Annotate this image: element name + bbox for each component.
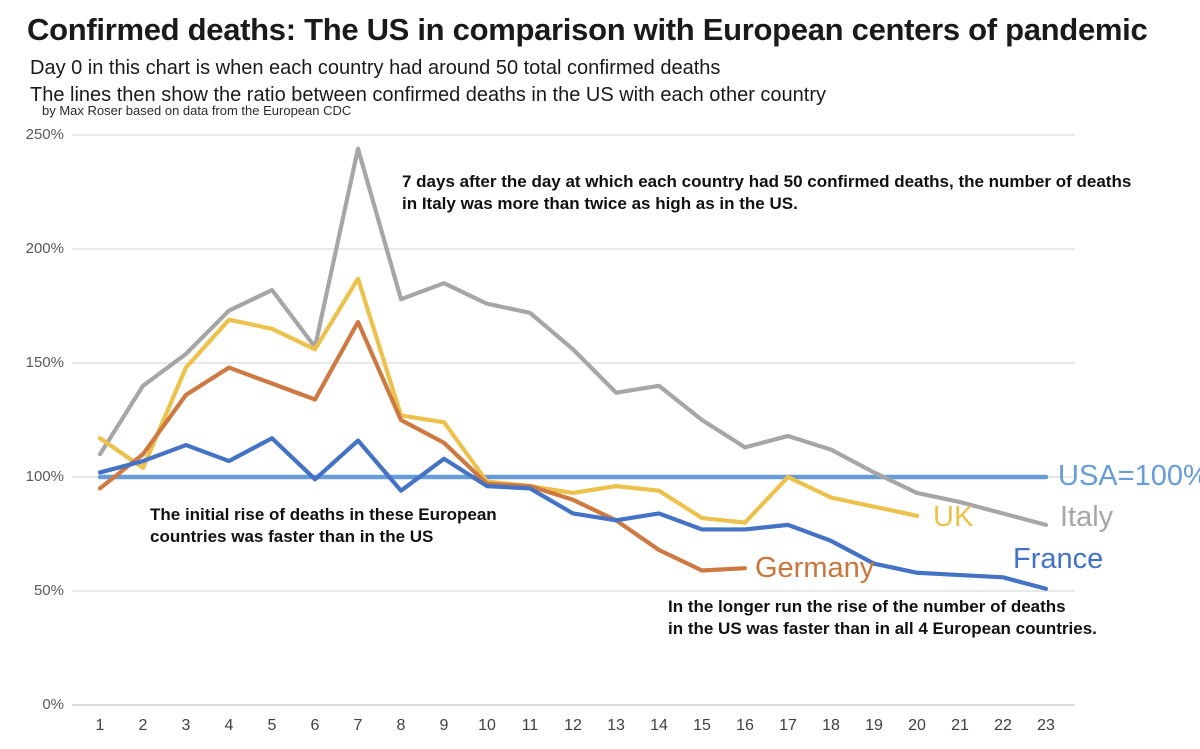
chart-byline: by Max Roser based on data from the Euro… [42,103,352,118]
chart-subtitle-1: Day 0 in this chart is when each country… [30,57,721,79]
annotation-line: In the longer run the rise of the number… [668,597,1066,616]
x-axis-tick-label: 21 [951,717,969,734]
x-axis-tick-label: 6 [310,717,320,734]
x-axis-tick-label: 2 [138,717,148,734]
y-axis-tick-label: 250% [25,126,64,143]
y-axis-tick-label: 50% [33,582,64,599]
page-title: Confirmed deaths: The US in comparison w… [27,12,1148,47]
x-axis-tick-label: 4 [224,717,234,734]
series-line-france [97,436,1049,591]
annotation-line: countries was faster than in the US [150,526,434,546]
x-axis-tick-label: 16 [736,717,754,734]
annotation-italy-peak: 7 days after the day at which each count… [402,171,1131,215]
series-line-germany [97,319,748,573]
x-axis-tick-label: 13 [607,717,625,734]
series-line-italy [97,146,1049,527]
chart-subtitle-2: The lines then show the ratio between co… [30,84,827,106]
x-axis-tick-label: 22 [994,717,1012,734]
series-label-uk: UK [933,501,974,533]
x-axis-tick-label: 19 [865,717,883,734]
x-axis-tick-label: 7 [353,717,363,734]
x-axis-tick-label: 8 [396,717,406,734]
series-label-france: France [1013,543,1104,575]
annotation-longer-run: In the longer run the rise of the number… [668,596,1097,640]
annotation-line: in Italy was more than twice as high as … [402,193,798,213]
y-axis-tick-label: 200% [25,240,64,257]
x-axis-tick-label: 18 [822,717,840,734]
x-axis-tick-label: 10 [478,717,496,734]
x-axis-tick-label: 9 [439,717,449,734]
x-axis-tick-label: 12 [564,717,582,734]
y-axis-tick-label: 0% [42,696,64,713]
x-axis-tick-label: 5 [267,717,277,734]
series-label-italy: Italy [1060,501,1114,533]
annotation-line: The initial rise of deaths in these Euro… [150,505,497,524]
x-axis-tick-label: 23 [1037,717,1055,734]
y-axis-tick-label: 150% [25,354,64,371]
series-label-usa: USA=100% [1058,460,1200,492]
x-axis-tick-label: 14 [650,717,668,734]
annotation-line: in the US was faster than in all 4 Europ… [668,618,1097,638]
x-axis-tick-label: 11 [521,717,539,734]
series-label-germany: Germany [755,552,875,584]
x-axis-tick-label: 3 [181,717,191,734]
annotation-line: 7 days after the day at which each count… [402,172,1132,191]
annotation-initial-rise: The initial rise of deaths in these Euro… [150,504,497,548]
x-axis-tick-label: 20 [908,717,926,734]
y-axis-tick-label: 100% [25,468,64,485]
x-axis-tick-label: 1 [95,717,105,734]
x-axis-tick-label: 15 [693,717,711,734]
x-axis-tick-label: 17 [779,717,797,734]
